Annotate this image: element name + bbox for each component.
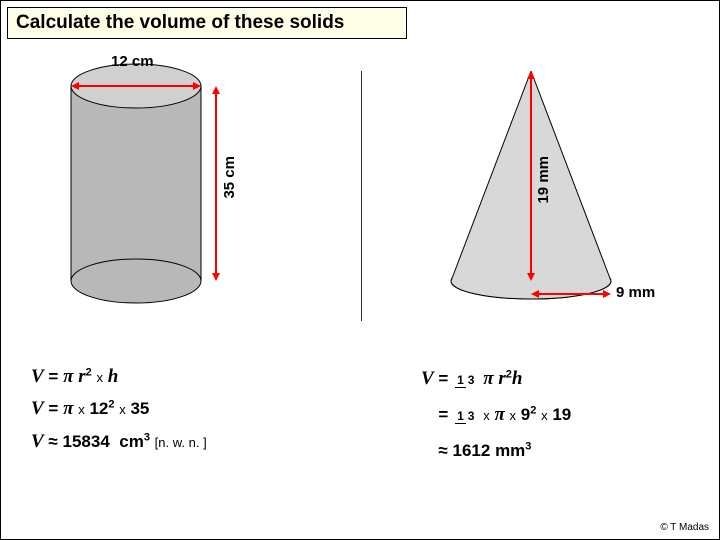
cyl-l2-b: 12 <box>89 399 108 418</box>
cylinder-radius-label: 12 cm <box>111 53 154 70</box>
cone-l1-pi: π <box>483 368 493 389</box>
cyl-l1-pi: π <box>63 366 73 387</box>
cyl-l1-x: x <box>96 370 103 385</box>
cone-l2-x3: x <box>541 408 548 423</box>
cone-l1-frac: 13 <box>455 374 476 386</box>
cyl-l2-sup: 2 <box>108 399 114 411</box>
cone-l3-sup: 3 <box>525 441 531 453</box>
cone-line1: V = 13 π r2h <box>421 361 571 397</box>
cone-l2-x2: x <box>510 408 517 423</box>
cone-l2-eq: = <box>438 405 448 424</box>
cone-line3: V ≈ 1612 mm3 <box>421 433 571 469</box>
credit-text: © T Madas <box>660 522 709 533</box>
cone-l2-fn: 1 <box>455 409 466 424</box>
cone-l1-r: r <box>498 368 505 389</box>
cylinder-figure: 12 cm 35 cm <box>31 56 331 336</box>
title-box: Calculate the volume of these solids <box>7 7 407 39</box>
cyl-l1-r: r <box>78 366 85 387</box>
title-text: Calculate the volume of these solids <box>16 12 344 33</box>
cyl-l2-eq: = <box>48 399 58 418</box>
cone-l2-frac: 13 <box>455 410 476 422</box>
cone-l2-fd: 3 <box>466 409 477 423</box>
cyl-l3-note: [n. w. n. ] <box>155 435 207 450</box>
cyl-l1-v: V <box>31 366 44 387</box>
cone-l3-val: 1612 <box>453 441 491 460</box>
cyl-line3: V ≈ 15834 cm3 [n. w. n. ] <box>31 426 207 458</box>
cone-l1-h: h <box>512 368 523 389</box>
cyl-l1-h: h <box>108 366 119 387</box>
cone-l2-b: 9 <box>521 405 530 424</box>
cone-l3-ap: ≈ <box>438 441 447 460</box>
cyl-l2-x2: x <box>119 402 126 417</box>
cyl-l3-unit: cm <box>119 432 144 451</box>
cylinder-height-label: 35 cm <box>221 156 238 199</box>
cyl-l1-sup: 2 <box>86 366 92 378</box>
cyl-l3-sup: 3 <box>144 431 150 443</box>
cylinder-svg <box>31 56 331 336</box>
cyl-l1-eq: = <box>48 367 58 386</box>
cone-l1-eq: = <box>438 369 448 388</box>
cone-l2-x1: x <box>483 408 490 423</box>
cone-radius-label: 9 mm <box>616 284 655 301</box>
cyl-l3-ap: ≈ <box>48 432 57 451</box>
cyl-line2: V = π x 122 x 35 <box>31 393 207 425</box>
cone-line2: V = 13 x π x 92 x 19 <box>421 397 571 433</box>
cyl-l2-x1: x <box>78 402 85 417</box>
cyl-l3-v: V <box>31 431 44 452</box>
cyl-l2-pi: π <box>63 398 73 419</box>
cyl-l3-val: 15834 <box>63 432 110 451</box>
cone-l1-fn: 1 <box>455 373 466 388</box>
cone-l2-pi: π <box>494 404 504 425</box>
cone-l1-v: V <box>421 368 434 389</box>
cone-height-label: 19 mm <box>535 156 552 204</box>
vertical-divider <box>361 71 362 321</box>
cyl-line1: V = π r2 x h <box>31 361 207 393</box>
cone-figure: 19 mm 9 mm <box>401 56 701 336</box>
cone-l1-fd: 3 <box>466 373 477 387</box>
cone-l3-unit: mm <box>495 441 525 460</box>
cone-formula-block: V = 13 π r2h V = 13 x π x 92 x 19 V ≈ 16… <box>421 361 571 469</box>
cyl-l2-c: 35 <box>130 399 149 418</box>
cone-l2-c: 19 <box>552 405 571 424</box>
cone-l2-sup: 2 <box>530 404 536 416</box>
cyl-l2-v: V <box>31 398 44 419</box>
cylinder-formula-block: V = π r2 x h V = π x 122 x 35 V ≈ 15834 … <box>31 361 207 458</box>
